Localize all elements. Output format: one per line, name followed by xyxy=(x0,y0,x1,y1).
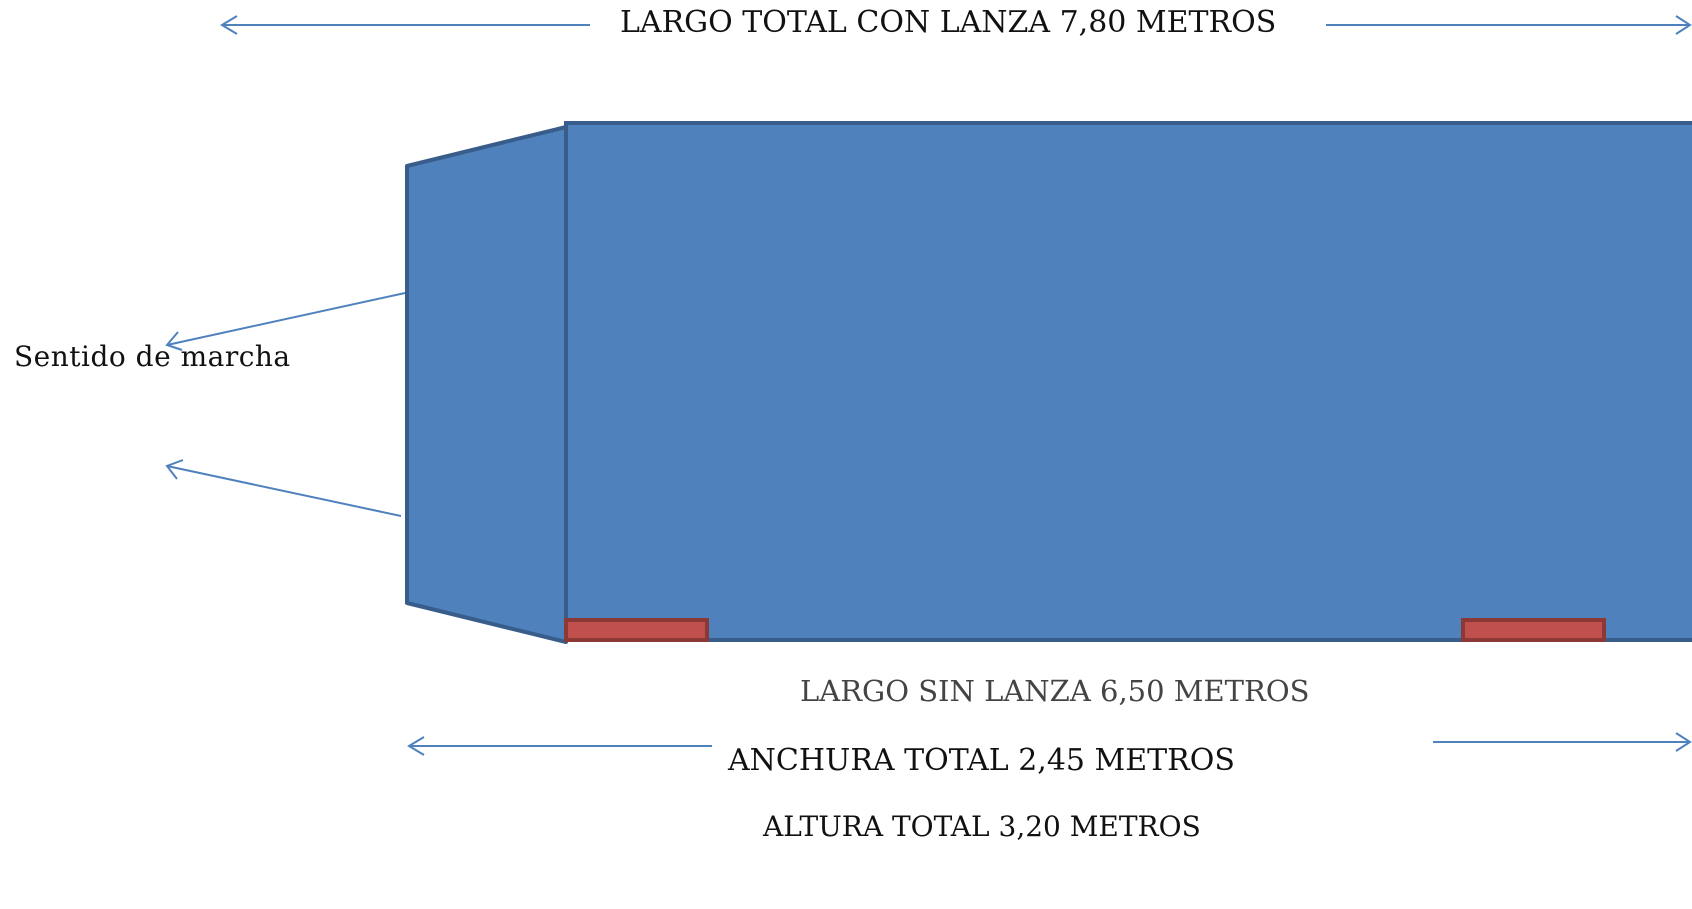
anchura-total-label: ANCHURA TOTAL 2,45 METROS xyxy=(728,743,1235,778)
largo-sin-lanza-label: LARGO SIN LANZA 6,50 METROS xyxy=(800,674,1310,708)
dimension-arrow-largo-con-lanza xyxy=(220,15,1692,35)
sentido-de-marcha-label: Sentido de marcha xyxy=(14,340,291,373)
direction-arrow-upper xyxy=(165,292,406,351)
trailer-front-panel xyxy=(405,125,568,644)
trailer-body xyxy=(564,121,1692,642)
wheel-rear xyxy=(1461,618,1606,642)
direction-arrow-lower xyxy=(165,459,402,517)
dimension-arrow-largo-sin-lanza xyxy=(407,732,1692,756)
wheel-front xyxy=(564,618,709,642)
altura-total-label: ALTURA TOTAL 3,20 METROS xyxy=(763,810,1201,843)
largo-con-lanza-label: LARGO TOTAL CON LANZA 7,80 METROS xyxy=(620,5,1277,40)
